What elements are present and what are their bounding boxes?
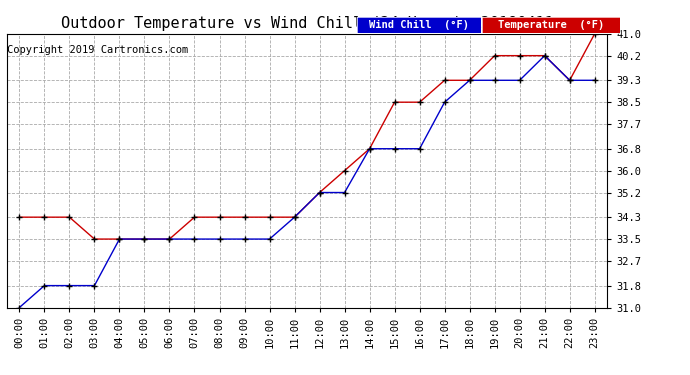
Title: Outdoor Temperature vs Wind Chill (24 Hours)  20190411: Outdoor Temperature vs Wind Chill (24 Ho… bbox=[61, 16, 553, 31]
Text: Temperature  (°F): Temperature (°F) bbox=[498, 20, 604, 30]
Text: Copyright 2019 Cartronics.com: Copyright 2019 Cartronics.com bbox=[7, 45, 188, 55]
Text: Wind Chill  (°F): Wind Chill (°F) bbox=[369, 20, 469, 30]
